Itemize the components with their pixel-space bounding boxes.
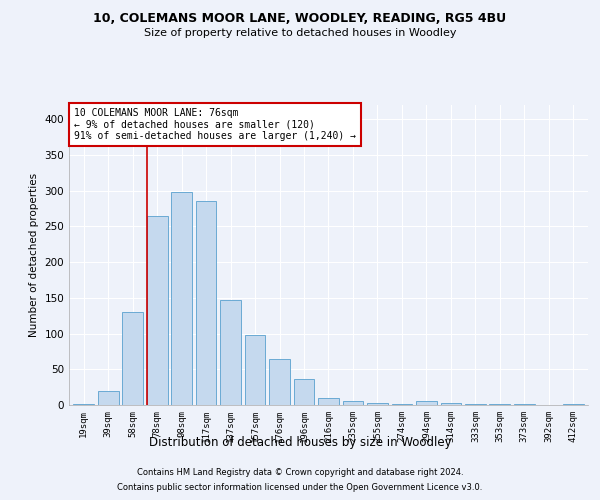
Bar [147, 216, 167, 405]
Bar [122, 312, 143, 405]
Bar [171, 192, 192, 405]
Bar [465, 404, 486, 405]
Bar [245, 335, 265, 405]
Bar [269, 358, 290, 405]
Bar [73, 404, 94, 405]
Bar [563, 404, 584, 405]
Bar [220, 300, 241, 405]
Text: 10, COLEMANS MOOR LANE, WOODLEY, READING, RG5 4BU: 10, COLEMANS MOOR LANE, WOODLEY, READING… [94, 12, 506, 26]
Bar [514, 404, 535, 405]
Bar [367, 403, 388, 405]
Text: Size of property relative to detached houses in Woodley: Size of property relative to detached ho… [144, 28, 456, 38]
Bar [318, 398, 339, 405]
Bar [196, 202, 217, 405]
Text: Contains HM Land Registry data © Crown copyright and database right 2024.: Contains HM Land Registry data © Crown c… [137, 468, 463, 477]
Bar [392, 404, 412, 405]
Bar [293, 378, 314, 405]
Y-axis label: Number of detached properties: Number of detached properties [29, 173, 39, 337]
Bar [343, 402, 364, 405]
Bar [490, 404, 510, 405]
Text: Contains public sector information licensed under the Open Government Licence v3: Contains public sector information licen… [118, 483, 482, 492]
Bar [98, 390, 119, 405]
Text: Distribution of detached houses by size in Woodley: Distribution of detached houses by size … [149, 436, 451, 449]
Bar [416, 402, 437, 405]
Bar [440, 403, 461, 405]
Text: 10 COLEMANS MOOR LANE: 76sqm
← 9% of detached houses are smaller (120)
91% of se: 10 COLEMANS MOOR LANE: 76sqm ← 9% of det… [74, 108, 356, 141]
